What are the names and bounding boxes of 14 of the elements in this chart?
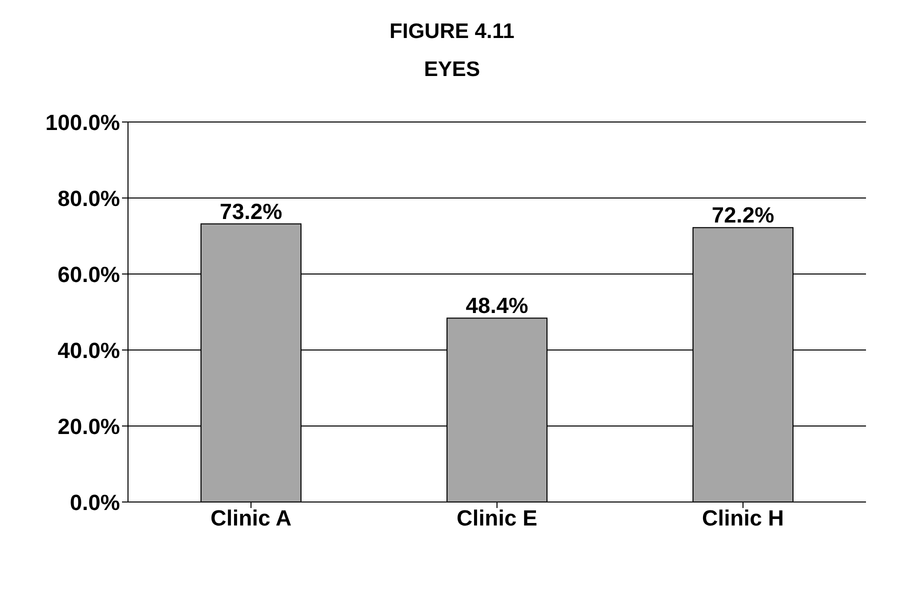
- y-tick-label: 40.0%: [58, 338, 120, 363]
- y-tick-label: 80.0%: [58, 186, 120, 211]
- y-tick-label: 100.0%: [45, 110, 120, 135]
- x-tick-label: Clinic E: [456, 506, 538, 531]
- chart-title: FIGURE 4.11: [388, 19, 516, 44]
- data-label: 73.2%: [220, 198, 282, 224]
- y-tick-label: 60.0%: [58, 262, 120, 287]
- data-label: 72.2%: [712, 202, 774, 228]
- x-tick-label: Clinic A: [210, 506, 292, 531]
- data-label: 48.4%: [466, 293, 528, 318]
- chart-subtitle: EYES: [422, 57, 482, 82]
- x-tick-label: Clinic H: [702, 506, 784, 531]
- y-tick-label: 20.0%: [58, 414, 120, 439]
- y-tick-label: 0.0%: [70, 490, 120, 515]
